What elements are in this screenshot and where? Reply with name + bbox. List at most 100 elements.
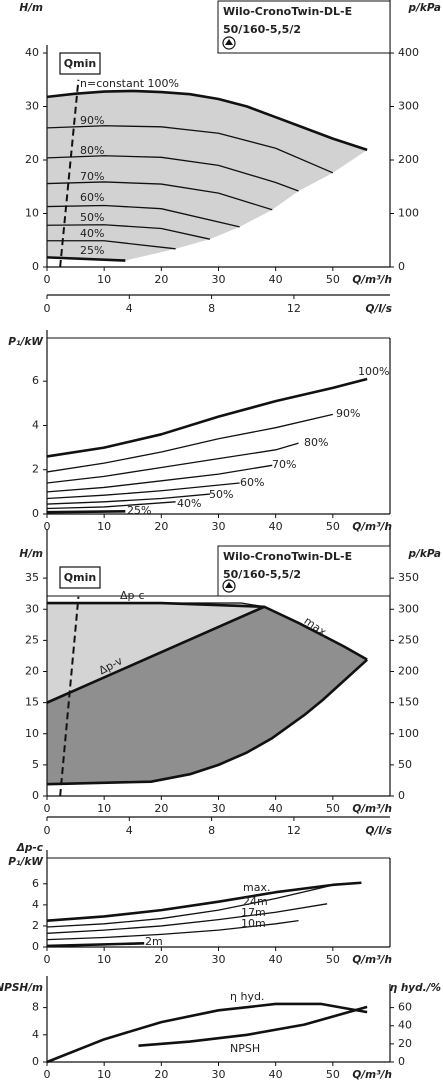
x-tick-label: 50 bbox=[326, 520, 340, 533]
x-tick-label: 40 bbox=[269, 802, 283, 815]
y2-tick-label: 150 bbox=[398, 696, 419, 709]
curve bbox=[46, 920, 299, 941]
y-tick-label: 10 bbox=[25, 727, 39, 740]
x-tick-label: 20 bbox=[154, 273, 168, 286]
x-tick-label: 10 bbox=[97, 953, 111, 966]
x2-axis-label: Q/l/s bbox=[366, 825, 392, 837]
curve bbox=[46, 125, 334, 174]
y-tick-label: 10 bbox=[25, 207, 39, 220]
curve-label: 40% bbox=[80, 227, 104, 240]
x-tick-label: 10 bbox=[97, 802, 111, 815]
x-tick-label: 0 bbox=[44, 802, 51, 815]
y-tick-label: 8 bbox=[32, 1001, 39, 1014]
x2-tick-label: 12 bbox=[287, 302, 301, 315]
qmin-label: Qmin bbox=[64, 571, 96, 584]
curve bbox=[46, 605, 265, 704]
curve-label: 80% bbox=[304, 436, 328, 449]
curve bbox=[46, 377, 368, 458]
x-axis-label: Q/m³/h bbox=[352, 803, 392, 815]
x-tick-label: 50 bbox=[326, 802, 340, 815]
y2-tick-label: 40 bbox=[398, 1019, 412, 1032]
y-axis-label: H/m bbox=[19, 548, 43, 560]
y-tick-label: 0 bbox=[32, 940, 39, 953]
x-tick-label: 50 bbox=[326, 953, 340, 966]
y-tick-label: 6 bbox=[32, 374, 39, 387]
y-axis-label: H/m bbox=[19, 2, 43, 14]
y2-axis-label: p/kPa bbox=[408, 2, 441, 14]
curve-label: NPSH bbox=[230, 1042, 260, 1055]
curve bbox=[46, 883, 339, 928]
curve-label: 90% bbox=[336, 407, 360, 420]
y2-tick-label: 20 bbox=[398, 1037, 412, 1050]
y2-tick-label: 300 bbox=[398, 100, 419, 113]
curve-label: 10m bbox=[241, 917, 266, 930]
x-tick-label: 40 bbox=[269, 1068, 283, 1080]
y-tick-label: 0 bbox=[32, 507, 39, 520]
x-axis-label: Q/m³/h bbox=[352, 1069, 392, 1080]
y-tick-label: 4 bbox=[32, 898, 39, 911]
chart-subtitle: 50/160-5,5/2 bbox=[223, 568, 301, 581]
curve-label: 70% bbox=[80, 170, 104, 183]
y2-tick-label: 250 bbox=[398, 633, 419, 646]
x-tick-label: 0 bbox=[44, 273, 51, 286]
y2-tick-label: 350 bbox=[398, 571, 419, 584]
y2-tick-label: 0 bbox=[398, 1055, 405, 1068]
x-tick-label: 20 bbox=[154, 953, 168, 966]
x-tick-label: 30 bbox=[212, 1068, 226, 1080]
curve bbox=[46, 493, 210, 505]
operating-area bbox=[47, 90, 368, 261]
x-tick-label: 40 bbox=[269, 520, 283, 533]
x-tick-label: 50 bbox=[326, 273, 340, 286]
curve bbox=[47, 602, 265, 608]
y-tick-label: 20 bbox=[25, 665, 39, 678]
y2-tick-label: 300 bbox=[398, 602, 419, 615]
x2-tick-label: 4 bbox=[126, 302, 133, 315]
x-tick-label: 40 bbox=[269, 273, 283, 286]
y-tick-label: 30 bbox=[25, 602, 39, 615]
chart-subtitle: 50/160-5,5/2 bbox=[223, 23, 301, 36]
curve-label: 17m bbox=[241, 906, 266, 919]
y2-tick-label: 200 bbox=[398, 153, 419, 166]
qmin-line bbox=[59, 596, 80, 797]
curve bbox=[46, 903, 328, 934]
y2-tick-label: 200 bbox=[398, 665, 419, 678]
x-tick-label: 0 bbox=[44, 953, 51, 966]
qmin-box bbox=[59, 52, 101, 75]
qmin-label: Qmin bbox=[64, 57, 96, 70]
curve-label: 24m bbox=[243, 895, 268, 908]
curve-label: 70% bbox=[272, 458, 296, 471]
y2-tick-label: 0 bbox=[398, 789, 405, 802]
x2-tick-label: 0 bbox=[44, 302, 51, 315]
x2-tick-label: 4 bbox=[126, 824, 133, 837]
title-box bbox=[217, 545, 391, 597]
y-axis-label: NPSH/m bbox=[0, 982, 43, 994]
curve-label: 100% bbox=[358, 365, 389, 378]
x2-tick-label: 8 bbox=[208, 302, 215, 315]
curve bbox=[46, 464, 273, 493]
x-tick-label: 30 bbox=[212, 273, 226, 286]
curve-label: 40% bbox=[177, 497, 201, 510]
curve bbox=[46, 256, 126, 262]
curve-label: 90% bbox=[80, 114, 104, 127]
x-tick-label: 20 bbox=[154, 1068, 168, 1080]
x-tick-label: 40 bbox=[269, 953, 283, 966]
y-tick-label: 4 bbox=[32, 418, 39, 431]
dpv-area bbox=[47, 606, 368, 785]
curve bbox=[46, 482, 240, 500]
curve bbox=[46, 942, 145, 948]
x-tick-label: 50 bbox=[326, 1068, 340, 1080]
y-tick-label: 15 bbox=[25, 696, 39, 709]
curve-label: 25% bbox=[127, 504, 151, 517]
curve bbox=[46, 89, 368, 152]
chart-title: Wilo-CronoTwin-DL-E bbox=[223, 550, 352, 563]
y-tick-label: 2 bbox=[32, 919, 39, 932]
x-tick-label: 30 bbox=[212, 520, 226, 533]
mode-label: Δp-c bbox=[16, 842, 44, 854]
x-tick-label: 20 bbox=[154, 520, 168, 533]
y2-tick-label: 100 bbox=[398, 207, 419, 220]
curve-label: Δp-c bbox=[120, 589, 145, 602]
x-tick-label: 10 bbox=[97, 273, 111, 286]
y2-axis-label: p/kPa bbox=[408, 548, 441, 560]
x-tick-label: 10 bbox=[97, 520, 111, 533]
